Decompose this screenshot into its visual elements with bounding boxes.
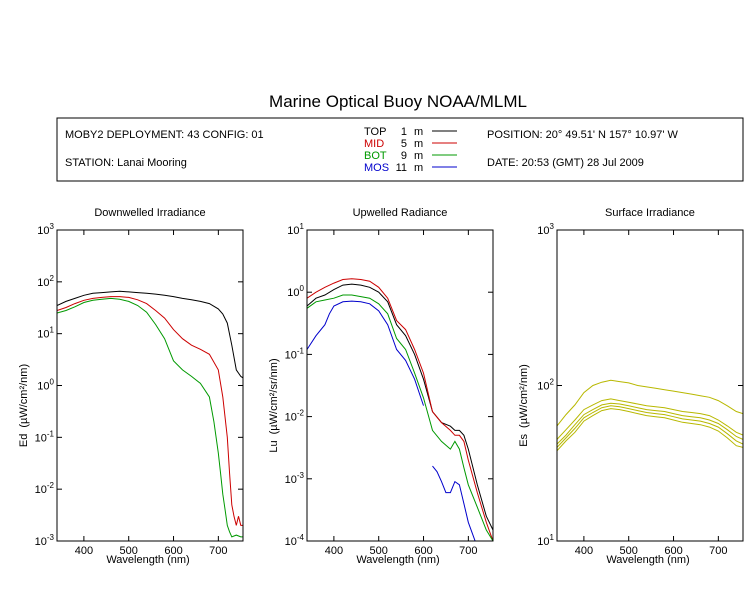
y-tick-label: 10-4 xyxy=(285,533,305,548)
x-tick-label: 700 xyxy=(459,545,477,557)
series-line-top xyxy=(57,290,243,379)
plot-frame xyxy=(306,229,494,542)
x-tick-label: 700 xyxy=(209,545,227,557)
legend-entry-bot: BOT 9 m xyxy=(364,150,457,162)
position-text: POSITION: 20° 49.51' N 157° 10.97' W xyxy=(487,129,679,141)
y-tick-label: 103 xyxy=(537,222,554,237)
legend-depth: 1 xyxy=(401,126,407,138)
main-title: Marine Optical Buoy NOAA/MLML xyxy=(269,92,527,111)
legend-depth: 11 xyxy=(396,162,407,174)
deployment-text: MOBY2 DEPLOYMENT: 43 CONFIG: 01 xyxy=(65,129,264,141)
series-line-mos-b xyxy=(432,465,476,541)
series-line-mid xyxy=(307,278,493,541)
y-tick-label: 101 xyxy=(287,222,304,237)
y-axis-label: Lu(µW/cm²/sr/nm) xyxy=(268,358,280,452)
legend-unit: m xyxy=(414,126,423,138)
y-tick-label: 100 xyxy=(287,284,304,299)
y-tick-label: 101 xyxy=(537,533,554,548)
y-axis-label: Es(µW/cm²/nm) xyxy=(518,364,530,447)
series-line-mid xyxy=(57,296,243,526)
x-axis-label: Wavelength (nm) xyxy=(106,554,189,566)
date-text: DATE: 20:53 (GMT) 28 Jul 2009 xyxy=(487,157,644,169)
legend-depth: 5 xyxy=(401,138,407,150)
y-tick-label: 10-3 xyxy=(285,471,305,486)
upwelled-panel: Upwelled Radiance 400 500 600 700 Wavelength … xyxy=(268,207,494,566)
series-line-es-4 xyxy=(557,408,743,452)
series-group xyxy=(57,290,243,538)
y-tick-label: 102 xyxy=(537,378,554,393)
legend-unit: m xyxy=(414,162,423,174)
y-tick-label: 101 xyxy=(37,326,54,341)
panel-title: Downwelled Irradiance xyxy=(94,207,205,219)
x-tick-label: 500 xyxy=(370,545,388,557)
y-tick-label: 10-1 xyxy=(285,346,305,361)
legend-name: MID xyxy=(364,138,384,150)
y-tick-label: 103 xyxy=(37,222,54,237)
station-text: STATION: Lanai Mooring xyxy=(65,157,187,169)
legend-entry-mid: MID 5 m xyxy=(364,138,457,150)
series-group xyxy=(557,379,743,452)
y-tick-label: 10-1 xyxy=(35,429,55,444)
downwelled-panel: Downwelled Irradiance 400 500 600 700 Wavelen… xyxy=(18,207,244,566)
chart-panels: Downwelled Irradiance 400 500 600 700 Wavelen… xyxy=(18,207,744,566)
legend-name: BOT xyxy=(364,150,387,162)
legend-name: MOS xyxy=(364,162,389,174)
surface-panel: Surface Irradiance 400 500 600 700 Wavelength… xyxy=(518,207,744,566)
series-line-top xyxy=(307,283,493,531)
series-line-es-3 xyxy=(557,405,743,448)
series-line-es-0 xyxy=(557,379,743,427)
legend-entry-mos: MOS 11 m xyxy=(364,162,457,174)
x-tick-label: 400 xyxy=(325,545,343,557)
legend-entry-top: TOP 1 m xyxy=(364,126,457,138)
x-tick-label: 500 xyxy=(620,545,638,557)
panel-title: Surface Irradiance xyxy=(605,207,695,219)
x-tick-label: 600 xyxy=(164,545,182,557)
series-group xyxy=(307,278,493,541)
x-tick-label: 400 xyxy=(75,545,93,557)
x-tick-label: 500 xyxy=(120,545,138,557)
x-axis-label: Wavelength (nm) xyxy=(606,554,689,566)
x-tick-label: 700 xyxy=(709,545,727,557)
legend-depth: 9 xyxy=(401,150,407,162)
plot-frame xyxy=(56,229,244,542)
series-line-es-2 xyxy=(557,402,743,445)
series-line-mos xyxy=(307,300,424,406)
legend-unit: m xyxy=(414,150,423,162)
x-axis-label: Wavelength (nm) xyxy=(356,554,439,566)
y-tick-label: 10-2 xyxy=(285,409,305,424)
legend-name: TOP xyxy=(364,126,386,138)
y-tick-label: 10-2 xyxy=(35,481,55,496)
x-tick-label: 600 xyxy=(664,545,682,557)
y-axis-label: Ed(µW/cm²/nm) xyxy=(18,364,30,447)
info-box xyxy=(56,117,744,182)
series-line-bot xyxy=(57,297,243,538)
panel-title: Upwelled Radiance xyxy=(353,207,448,219)
y-tick-label: 100 xyxy=(37,378,54,393)
y-tick-label: 10-3 xyxy=(35,533,55,548)
legend-unit: m xyxy=(414,138,423,150)
series-line-bot xyxy=(307,294,493,541)
plot-frame xyxy=(556,229,744,542)
x-tick-label: 600 xyxy=(414,545,432,557)
series-line-es-1 xyxy=(557,398,743,440)
y-tick-label: 102 xyxy=(37,274,54,289)
x-tick-label: 400 xyxy=(575,545,593,557)
